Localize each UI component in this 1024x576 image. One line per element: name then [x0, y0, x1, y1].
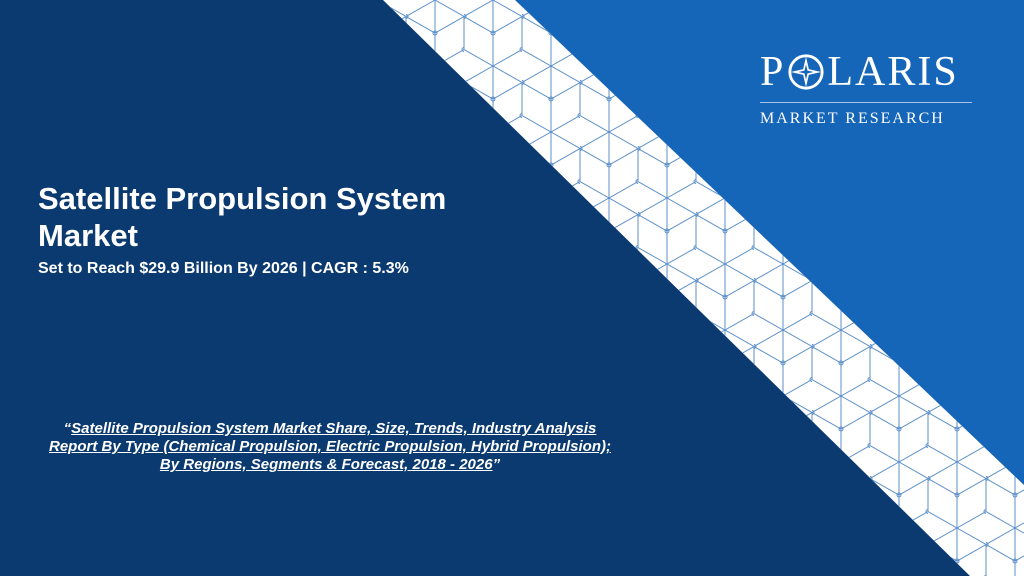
logo-letter-p: P [760, 49, 786, 95]
report-link[interactable]: Satellite Propulsion System Market Share… [48, 420, 612, 473]
title-block: Satellite Propulsion System Market Set t… [38, 180, 558, 280]
logo-wordmark: P LARIS [760, 50, 976, 94]
polaris-logo: P LARIS MARKET RESEARCH [760, 50, 976, 129]
slide-subtitle: Set to Reach $29.9 Billion By 2026 | CAG… [38, 260, 409, 277]
cube-pattern [383, 0, 1024, 576]
compass-star-icon [788, 54, 824, 90]
report-quote: “Satellite Propulsion System Market Shar… [40, 420, 620, 474]
logo-divider [760, 102, 972, 103]
title-line-1: Satellite Propulsion System [38, 181, 447, 216]
slide-title: Satellite Propulsion System Market [38, 180, 558, 254]
quote-open-mark: “ [63, 420, 72, 437]
logo-letters-laris: LARIS [827, 49, 959, 95]
logo-tagline: MARKET RESEARCH [760, 110, 945, 127]
title-line-2: Market [38, 218, 138, 253]
quote-close-mark: ” [492, 456, 501, 473]
